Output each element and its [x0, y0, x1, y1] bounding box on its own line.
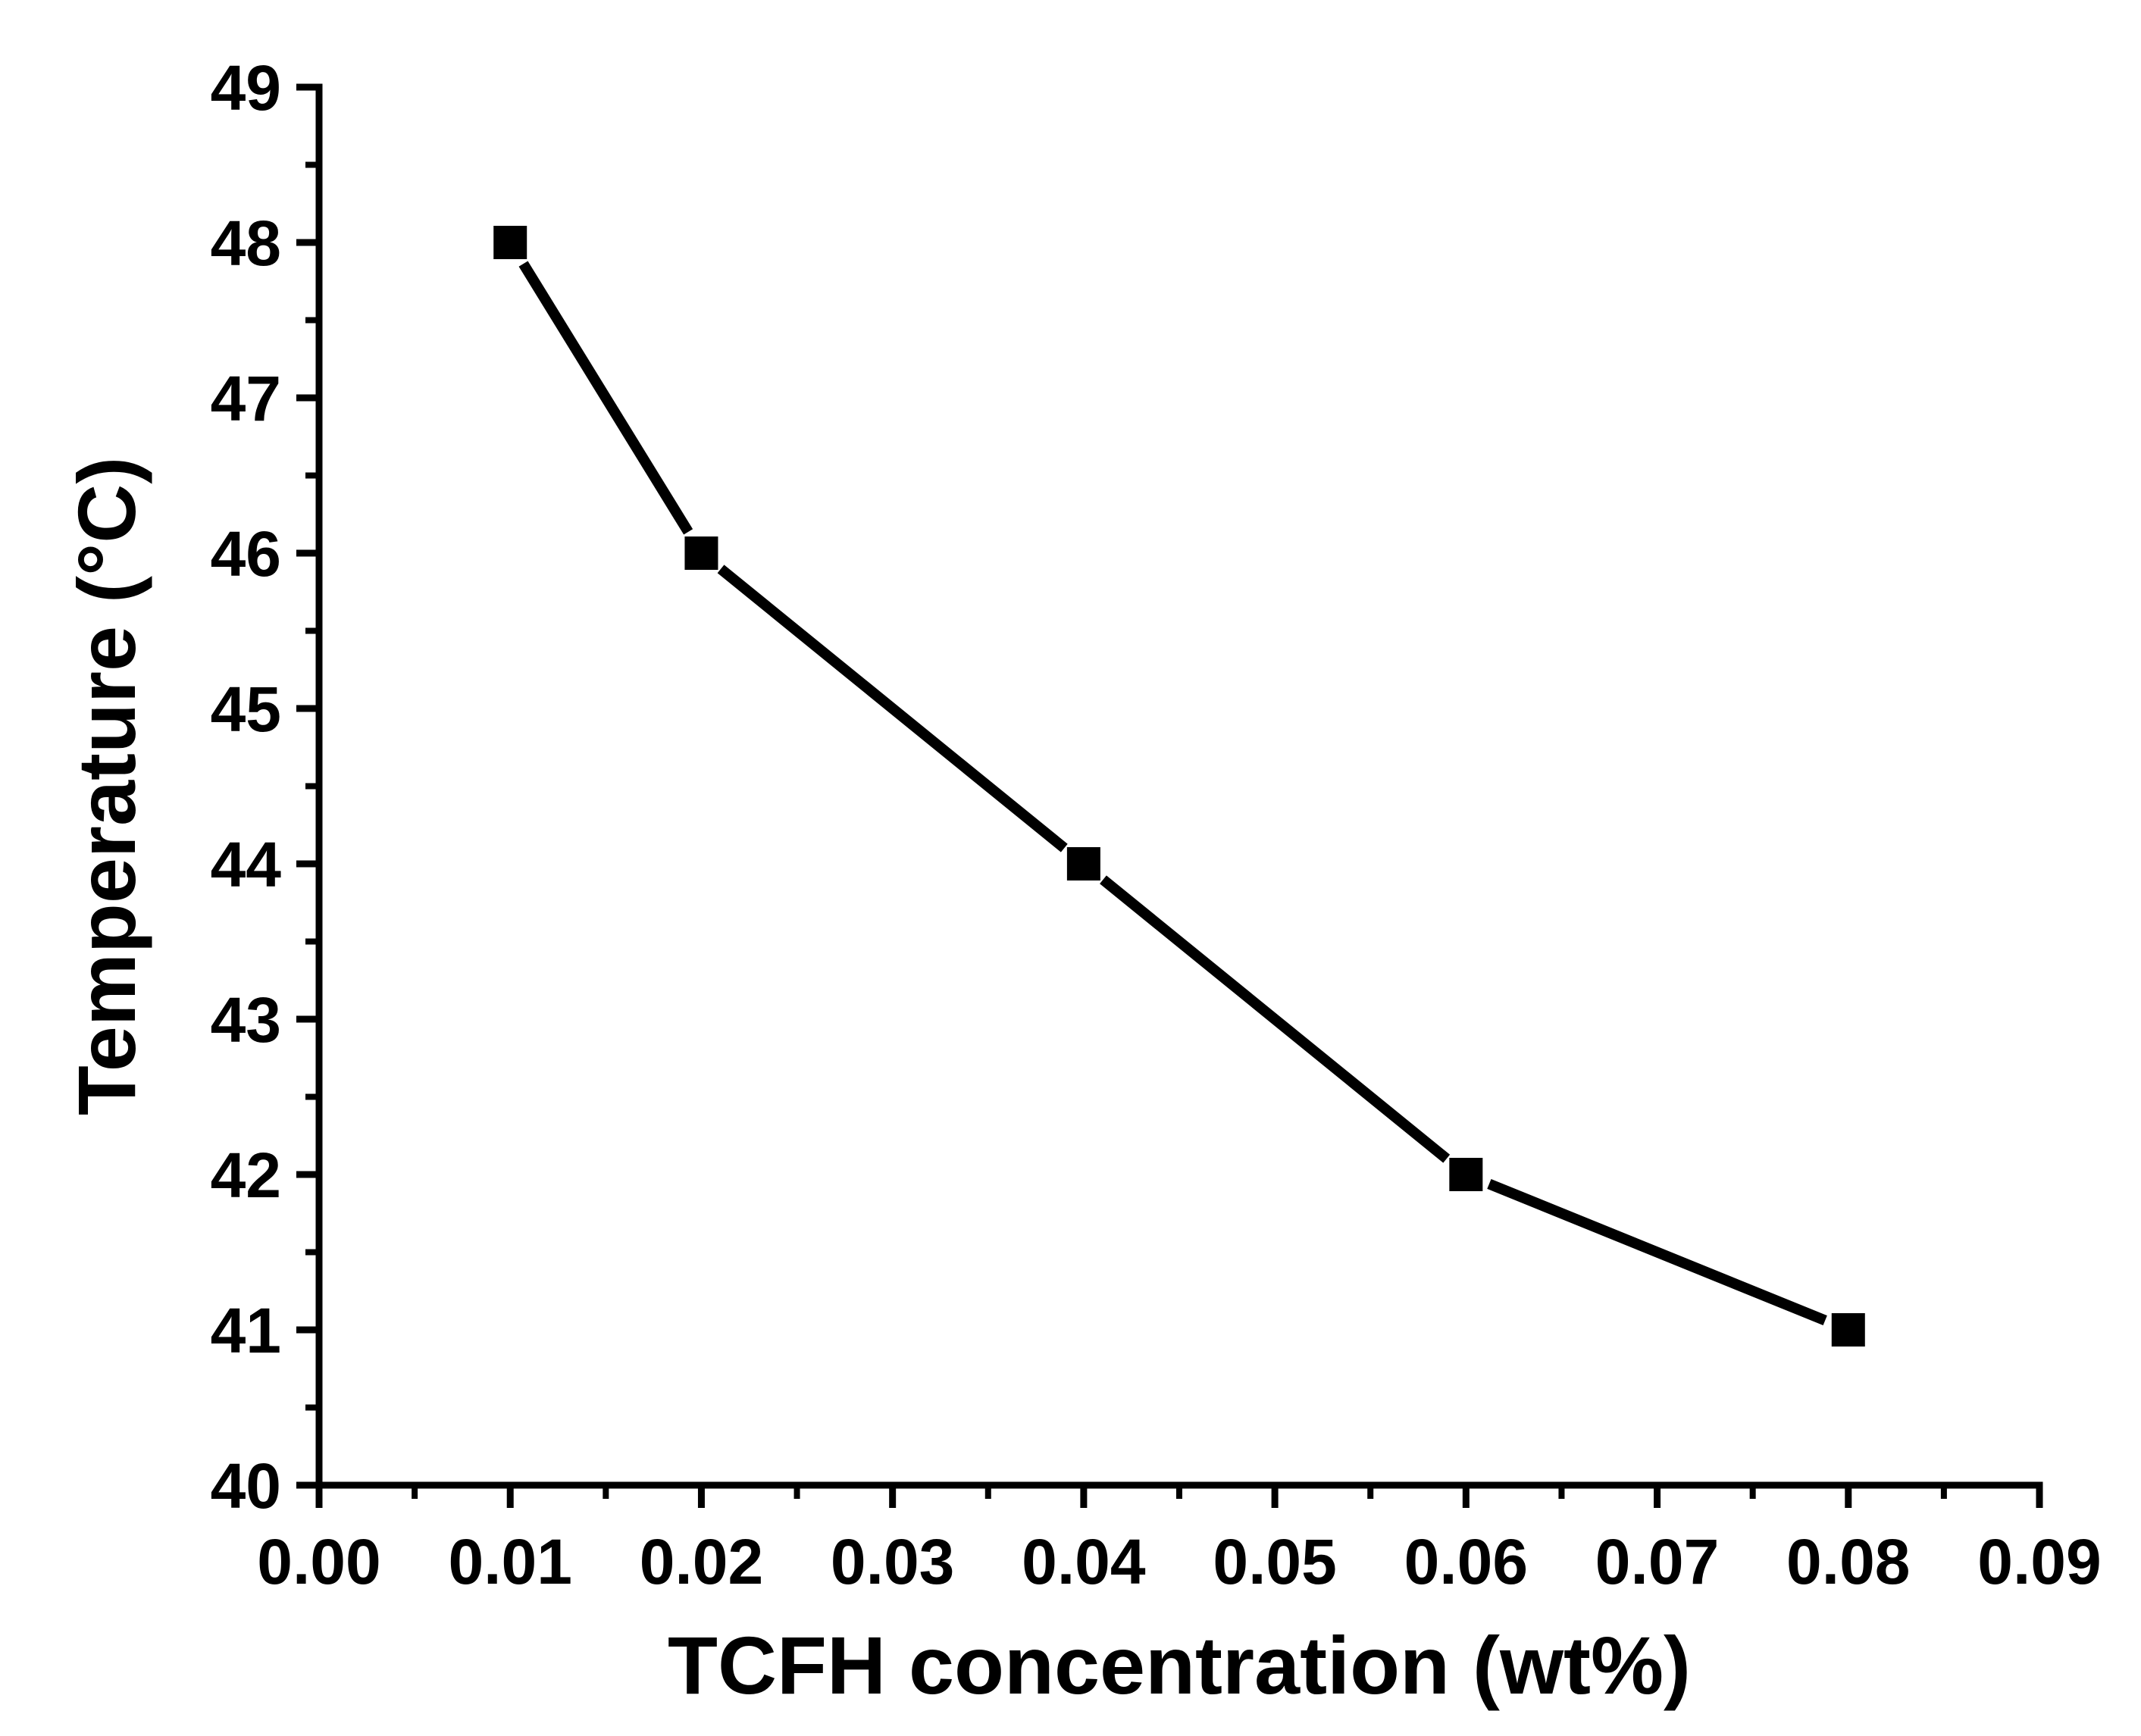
x-tick-label: 0.06 [1404, 1526, 1529, 1597]
series-segment [518, 261, 693, 535]
data-point-marker [1066, 847, 1100, 881]
y-tick-label: 47 [211, 363, 281, 434]
axis-ticks [296, 83, 2043, 1508]
x-tick-label: 0.00 [257, 1526, 381, 1597]
y-tick-label: 45 [211, 674, 281, 745]
x-tick-label: 0.05 [1213, 1526, 1337, 1597]
data-point-marker [684, 536, 718, 570]
x-tick-label: 0.03 [831, 1526, 955, 1597]
x-tick-label: 0.02 [640, 1526, 764, 1597]
x-tick-label: 0.01 [448, 1526, 572, 1597]
y-tick-label: 48 [211, 208, 281, 279]
data-point-marker [493, 226, 527, 259]
y-tick-label: 42 [211, 1140, 281, 1211]
y-tick-label: 43 [211, 984, 281, 1056]
tick-labels: 0.00 0.01 0.02 0.03 0.04 0.05 0.06 0.07 0.08 0.09… [211, 52, 2102, 1597]
y-tick-label: 41 [211, 1295, 281, 1366]
y-tick-label: 44 [211, 829, 282, 900]
data-point-marker [1449, 1158, 1483, 1191]
x-axis-title: TCFH concentration (wt%) [668, 1619, 1691, 1711]
y-axis-title: Temperature (°C) [61, 457, 152, 1115]
x-tick-label: 0.08 [1786, 1526, 1911, 1597]
data-point-marker [1831, 1313, 1865, 1347]
y-tick-label: 46 [211, 518, 281, 590]
series-segment [1100, 875, 1451, 1163]
y-tick-label: 49 [211, 52, 281, 124]
axes [315, 83, 2043, 1489]
series-lines [518, 261, 1827, 1326]
series-segment [717, 565, 1068, 852]
x-tick-label: 0.04 [1022, 1526, 1146, 1597]
series-segment [1487, 1178, 1827, 1326]
x-tick-label: 0.07 [1595, 1526, 1720, 1597]
data-markers [493, 226, 1865, 1347]
x-tick-label: 0.09 [1977, 1526, 2102, 1597]
y-tick-label: 40 [211, 1450, 281, 1522]
